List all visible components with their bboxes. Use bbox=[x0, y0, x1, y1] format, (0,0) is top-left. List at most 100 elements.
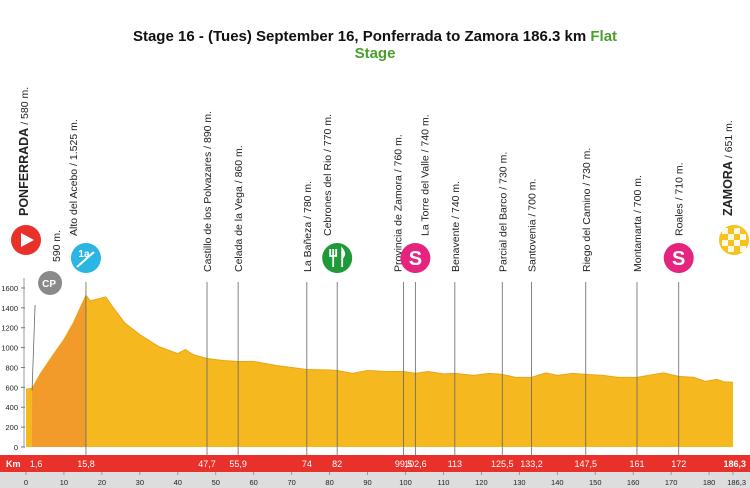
waypoint-altitude: / 760 m. bbox=[393, 134, 405, 172]
knife-icon bbox=[341, 246, 346, 267]
waypoint-name: Parcial del Barco bbox=[497, 190, 509, 272]
waypoint-altitude: 590 m. bbox=[51, 230, 63, 262]
km-label: Km bbox=[6, 459, 21, 469]
finish-checker-cell bbox=[722, 228, 728, 234]
km-bar-value: 147,5 bbox=[574, 459, 597, 469]
finish-checker-cell bbox=[734, 228, 740, 234]
x-axis-band bbox=[0, 472, 750, 488]
waypoint-name: Riego del Camino bbox=[581, 186, 593, 272]
waypoint-altitude: / 740 m. bbox=[450, 181, 462, 219]
waypoint-label-14: Roales / 710 m. bbox=[674, 162, 686, 236]
profile-outline bbox=[25, 294, 734, 390]
y-tick-label: 1200 bbox=[1, 324, 18, 333]
waypoint-altitude: / 770 m. bbox=[322, 114, 334, 152]
y-tick-label: 1000 bbox=[1, 344, 18, 353]
waypoint-altitude: / 651 m. bbox=[723, 120, 735, 158]
finish-checker-cell bbox=[722, 240, 728, 246]
waypoint-labels: PONFERRADA / 580 m. 590 m. Alto del Acebo … bbox=[17, 87, 735, 272]
waypoint-lines bbox=[31, 282, 680, 455]
km-bar-value: 74 bbox=[302, 459, 312, 469]
waypoint-name: Celada de la Vega bbox=[233, 183, 245, 272]
y-tick-label: 800 bbox=[5, 363, 18, 372]
waypoint-label-13: Montamarta / 700 m. bbox=[632, 175, 644, 272]
waypoint-altitude: / 890 m. bbox=[202, 111, 214, 149]
km-bar-value: 113 bbox=[448, 459, 462, 469]
waypoint-name: La Bañeza bbox=[302, 219, 314, 272]
waypoint-icons: CP 1a S S bbox=[11, 225, 749, 295]
km-bar-value: 133,2 bbox=[520, 459, 543, 469]
x-tick-label: 0 bbox=[24, 478, 28, 487]
waypoint-label-4: Celada de la Vega / 860 m. bbox=[233, 145, 245, 272]
km-bar-value: 1,6 bbox=[30, 459, 43, 469]
climb-slope-icon bbox=[76, 251, 95, 268]
climb-category-label: 1a bbox=[78, 249, 90, 260]
x-tick-label: 80 bbox=[325, 478, 333, 487]
waypoint-label-6: Cebrones del Rio / 770 m. bbox=[322, 114, 334, 236]
y-tick-label: 0 bbox=[14, 443, 18, 452]
x-tick-label: 100 bbox=[399, 478, 412, 487]
waypoint-altitude: / 780 m. bbox=[302, 181, 314, 219]
sprint-icon bbox=[400, 243, 431, 273]
km-bar-value: 172 bbox=[671, 459, 686, 469]
finish-checker-cell bbox=[740, 234, 746, 240]
km-bar-value: 15,8 bbox=[77, 459, 95, 469]
waypoint-label-0: PONFERRADA / 580 m. bbox=[17, 87, 31, 216]
x-tick-label: 90 bbox=[363, 478, 371, 487]
x-tick-label: 60 bbox=[250, 478, 258, 487]
sprint-icon-label: S bbox=[409, 248, 422, 270]
stage-title: Stage 16 - (Tues) September 16, Ponferra… bbox=[132, 28, 587, 45]
finish-checker-cell bbox=[734, 240, 740, 246]
checkpoint-icon bbox=[38, 271, 63, 295]
fork-icon bbox=[329, 249, 338, 267]
y-tick-label: 1400 bbox=[1, 304, 18, 313]
waypoint-label-10: Parcial del Barco / 730 m. bbox=[497, 152, 509, 272]
waypoint-name: ZAMORA bbox=[721, 158, 735, 216]
y-tick-label: 600 bbox=[5, 383, 18, 392]
waypoint-altitude: / 730 m. bbox=[497, 152, 509, 190]
x-tick-label: 40 bbox=[174, 478, 182, 487]
km-bar-value: 102,6 bbox=[404, 459, 427, 469]
waypoint-label-15: ZAMORA / 651 m. bbox=[721, 120, 735, 216]
climb-section-fill bbox=[32, 295, 86, 447]
waypoint-altitude: / 710 m. bbox=[674, 162, 686, 200]
waypoint-altitude: / 740 m. bbox=[419, 114, 431, 152]
waypoint-name: Santovenia bbox=[526, 217, 538, 272]
chart-title: Stage 16 - (Tues) September 16, Ponferra… bbox=[0, 28, 750, 62]
x-tick-label: 20 bbox=[98, 478, 106, 487]
y-tick-label: 1600 bbox=[1, 284, 18, 293]
waypoint-altitude: / 730 m. bbox=[581, 148, 593, 186]
km-bar-value: 82 bbox=[332, 459, 342, 469]
y-tick-label: 200 bbox=[5, 423, 18, 432]
stage-type-stage: Stage bbox=[354, 45, 396, 62]
sprint-icon bbox=[663, 243, 694, 273]
km-bar-value: 99,5 bbox=[395, 459, 413, 469]
profile-area bbox=[25, 294, 734, 447]
waypoint-name: Alto del Acebo bbox=[68, 166, 80, 236]
waypoint-label-2: Alto del Acebo / 1.525 m. bbox=[68, 119, 80, 236]
x-tick-label: 50 bbox=[212, 478, 220, 487]
stage-type-flat: Flat bbox=[590, 28, 618, 45]
waypoint-name: Provincia de Zamora bbox=[393, 172, 405, 272]
waypoint-name: Castillo de los Polvazares bbox=[202, 149, 214, 272]
x-tick-label: 186,3 bbox=[727, 478, 746, 487]
km-bar-value: 161 bbox=[629, 459, 644, 469]
km-bar-value: 55,9 bbox=[229, 459, 247, 469]
x-axis: 0 10 20 30 40 50 60 70 80 90 100 110 120 130 140 150 160… bbox=[24, 472, 746, 487]
waypoint-name: Roales bbox=[674, 200, 686, 236]
x-tick-label: 120 bbox=[475, 478, 488, 487]
waypoint-label-3: Castillo de los Polvazares / 890 m. bbox=[202, 111, 214, 272]
waypoint-label-11: Santovenia / 700 m. bbox=[526, 179, 538, 272]
waypoint-name: Montamarta bbox=[632, 213, 644, 272]
waypoint-altitude: / 580 m. bbox=[19, 87, 31, 125]
waypoint-label-8: La Torre del Valle / 740 m. bbox=[419, 114, 431, 236]
x-tick-label: 160 bbox=[627, 478, 640, 487]
waypoint-label-5: La Bañeza / 780 m. bbox=[302, 181, 314, 272]
waypoint-label-7: Provincia de Zamora / 760 m. bbox=[393, 134, 405, 272]
x-tick-label: 110 bbox=[437, 478, 449, 487]
waypoint-name: PONFERRADA bbox=[17, 125, 31, 216]
x-tick-label: 10 bbox=[60, 478, 68, 487]
waypoint-name: Cebrones del Rio bbox=[322, 152, 334, 236]
waypoint-name: La Torre del Valle bbox=[419, 152, 431, 236]
x-tick-label: 180 bbox=[703, 478, 716, 487]
